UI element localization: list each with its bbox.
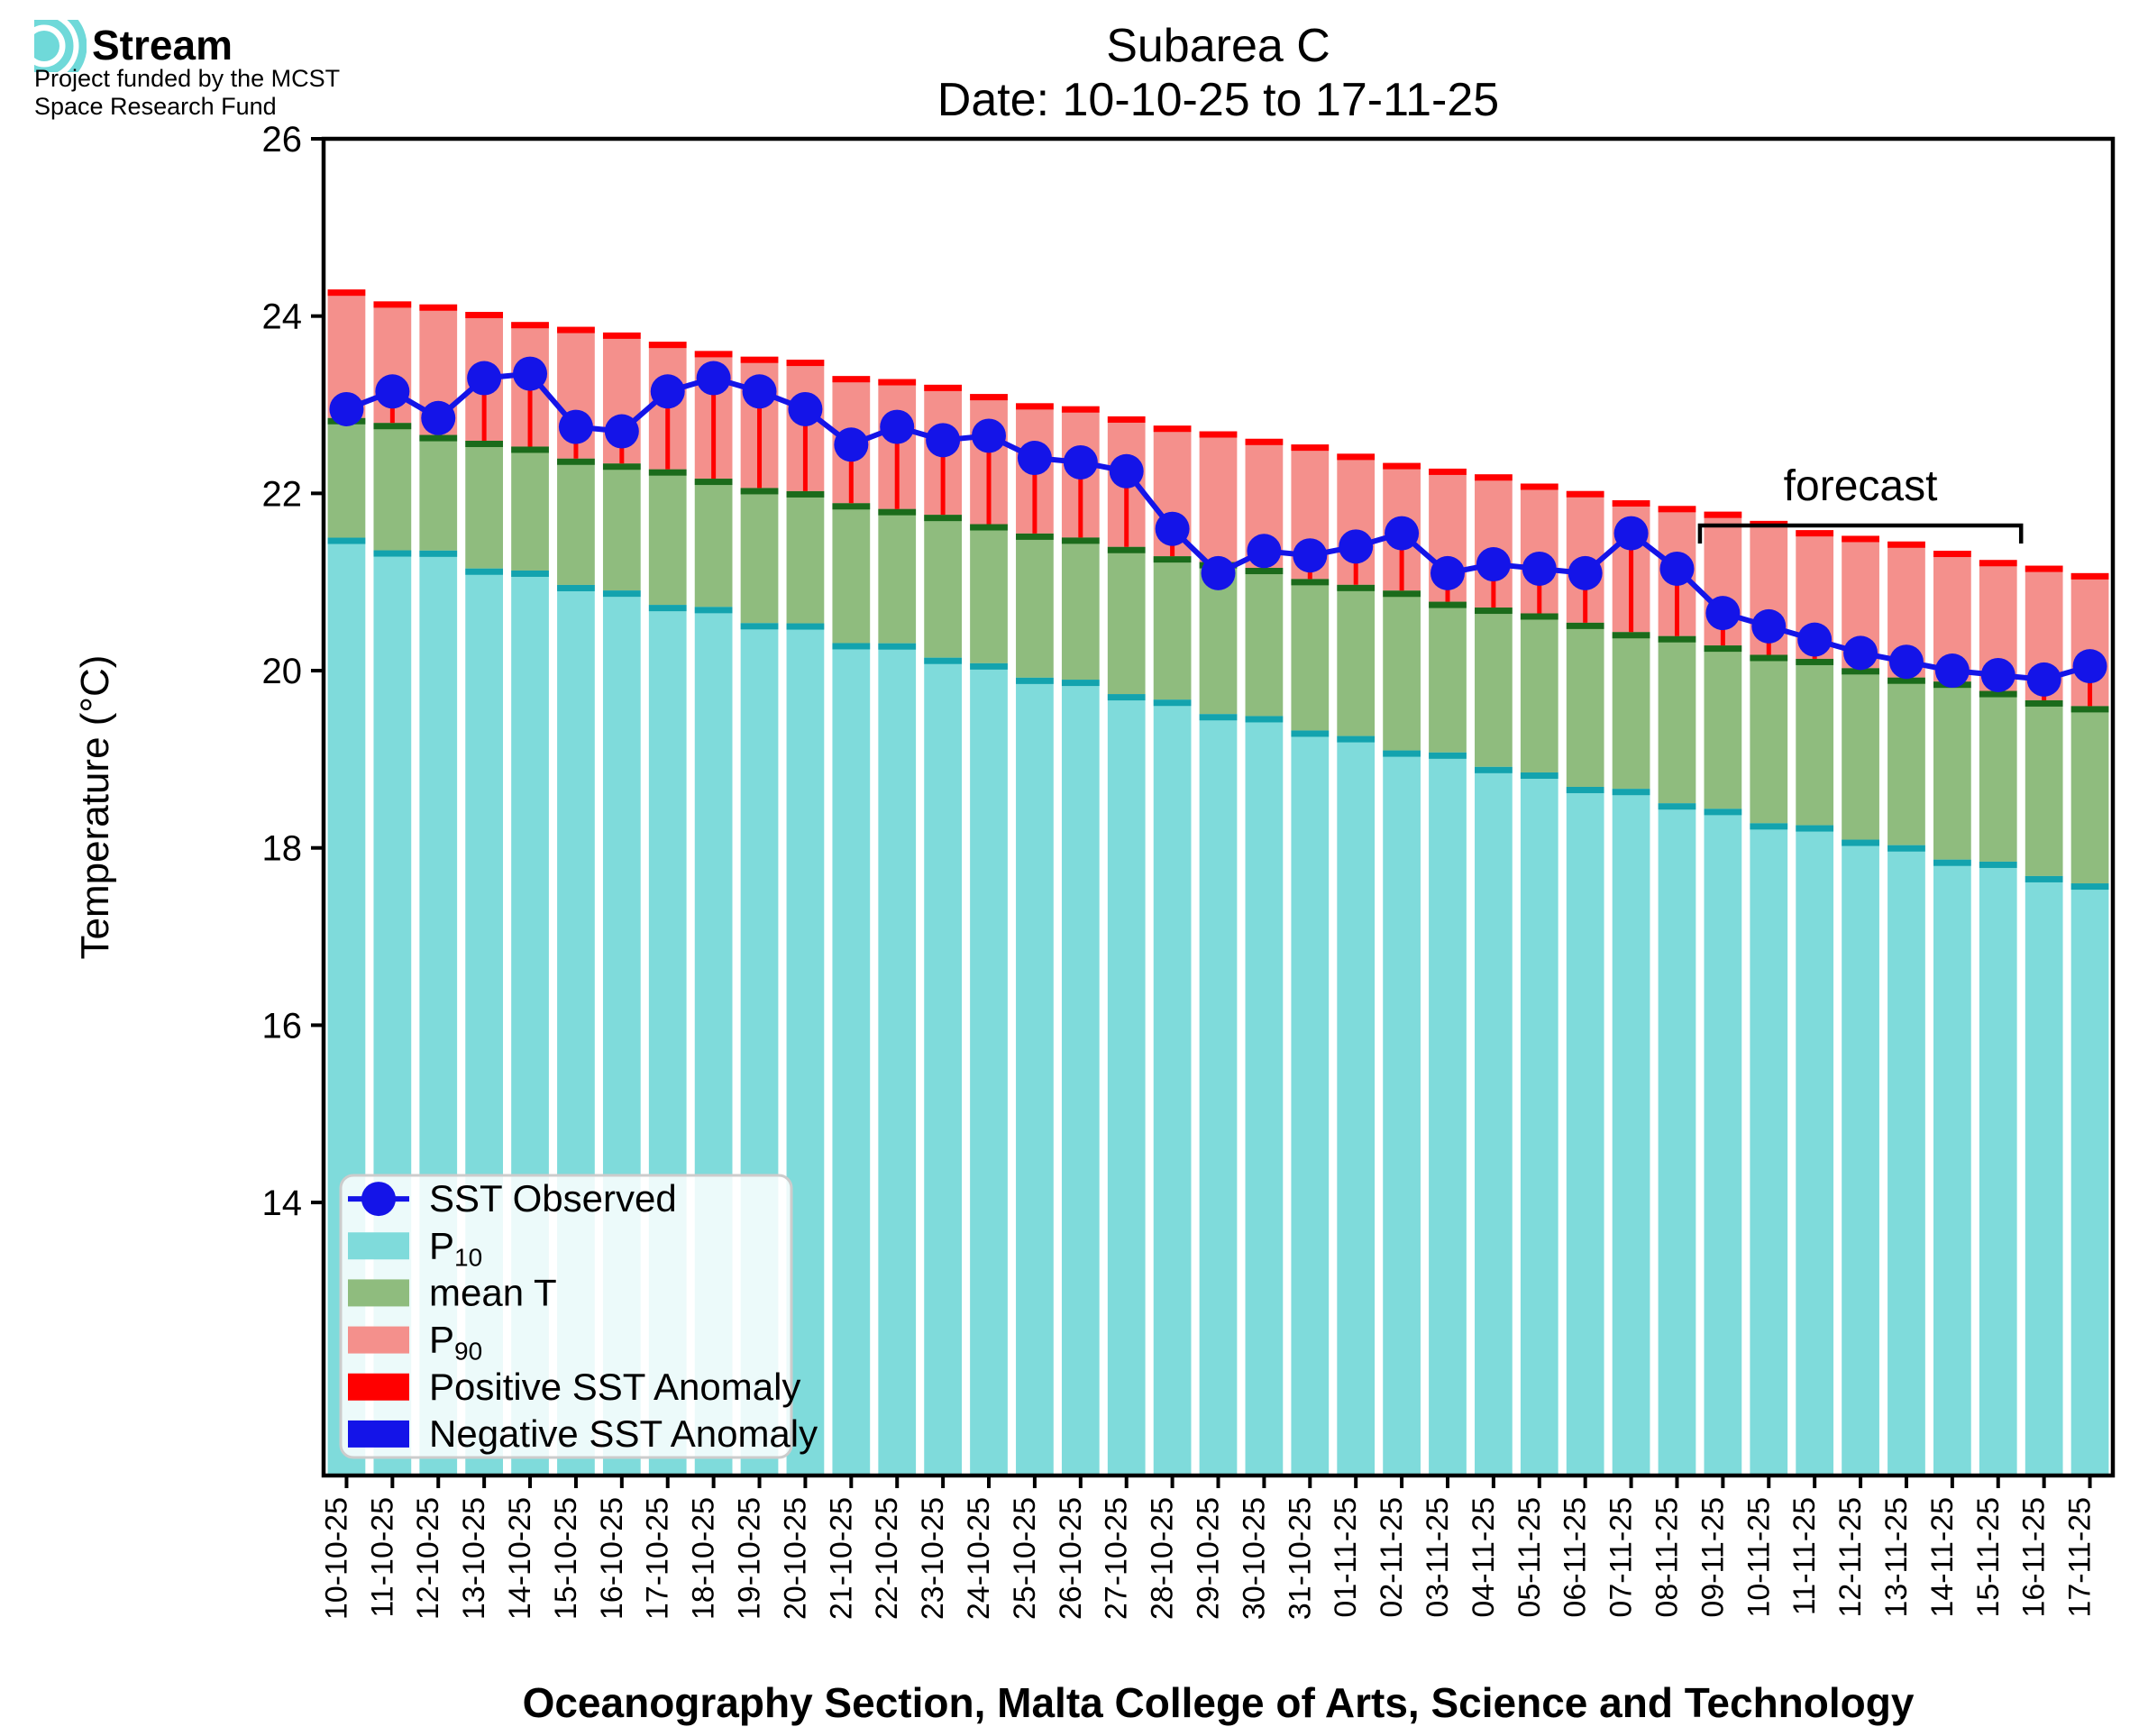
svg-text:12-11-25: 12-11-25 [1833,1497,1868,1618]
svg-text:SST Observed: SST Observed [429,1177,677,1220]
svg-text:Negative SST Anomaly: Negative SST Anomaly [429,1412,818,1455]
svg-text:16-11-25: 16-11-25 [2017,1497,2052,1618]
svg-text:23-10-25: 23-10-25 [916,1497,950,1620]
svg-text:15-11-25: 15-11-25 [1971,1497,2006,1618]
svg-text:Subarea C: Subarea C [1106,20,1330,72]
svg-text:Date: 10-10-25 to 17-11-25: Date: 10-10-25 to 17-11-25 [937,74,1499,126]
svg-text:30-10-25: 30-10-25 [1237,1497,1271,1620]
svg-text:02-11-25: 02-11-25 [1375,1497,1409,1618]
svg-text:10-11-25: 10-11-25 [1741,1497,1776,1618]
svg-text:24: 24 [262,297,303,337]
svg-text:28-10-25: 28-10-25 [1146,1497,1180,1620]
svg-text:16-10-25: 16-10-25 [595,1497,629,1620]
svg-text:04-11-25: 04-11-25 [1467,1497,1501,1618]
svg-text:forecast: forecast [1784,462,1938,510]
svg-text:24-10-25: 24-10-25 [962,1497,996,1620]
svg-text:17-11-25: 17-11-25 [2063,1497,2098,1618]
svg-text:18: 18 [262,829,303,869]
svg-text:31-10-25: 31-10-25 [1283,1497,1317,1620]
svg-text:29-10-25: 29-10-25 [1192,1497,1226,1620]
svg-text:06-11-25: 06-11-25 [1558,1497,1593,1618]
svg-text:14: 14 [262,1183,303,1223]
svg-text:Positive SST Anomaly: Positive SST Anomaly [429,1366,800,1408]
svg-text:11-11-25: 11-11-25 [1787,1497,1822,1615]
svg-text:21-10-25: 21-10-25 [824,1497,858,1620]
svg-text:14-10-25: 14-10-25 [503,1497,537,1620]
svg-text:13-11-25: 13-11-25 [1879,1497,1914,1618]
svg-text:Oceanography Section, Malta Co: Oceanography Section, Malta College of A… [523,1679,1915,1726]
svg-text:22: 22 [262,474,303,514]
svg-text:14-11-25: 14-11-25 [1925,1497,1960,1618]
svg-text:12-10-25: 12-10-25 [411,1497,445,1620]
svg-text:20: 20 [262,652,303,691]
svg-text:mean T: mean T [429,1271,557,1313]
svg-text:09-11-25: 09-11-25 [1696,1497,1730,1618]
svg-text:25-10-25: 25-10-25 [1008,1497,1042,1620]
svg-text:19-10-25: 19-10-25 [733,1497,767,1620]
svg-text:Stream: Stream [92,22,233,69]
svg-text:03-11-25: 03-11-25 [1421,1497,1455,1618]
svg-text:18-10-25: 18-10-25 [687,1497,721,1620]
svg-text:26: 26 [262,120,303,160]
svg-text:15-10-25: 15-10-25 [549,1497,583,1620]
svg-text:16: 16 [262,1006,303,1046]
svg-text:01-11-25: 01-11-25 [1329,1497,1363,1618]
svg-text:07-11-25: 07-11-25 [1604,1497,1639,1618]
svg-text:27-10-25: 27-10-25 [1100,1497,1134,1620]
svg-text:10-10-25: 10-10-25 [319,1497,353,1620]
svg-text:Space Research Fund: Space Research Fund [34,93,277,120]
svg-text:20-10-25: 20-10-25 [778,1497,812,1620]
svg-text:Temperature (°C): Temperature (°C) [73,655,117,960]
svg-text:08-11-25: 08-11-25 [1650,1497,1684,1618]
svg-text:13-10-25: 13-10-25 [457,1497,491,1620]
svg-text:11-10-25: 11-10-25 [365,1497,399,1618]
svg-text:22-10-25: 22-10-25 [870,1497,904,1620]
svg-text:26-10-25: 26-10-25 [1054,1497,1088,1620]
svg-text:17-10-25: 17-10-25 [641,1497,675,1620]
svg-text:Project funded by the MCST: Project funded by the MCST [34,65,340,92]
svg-text:05-11-25: 05-11-25 [1513,1497,1547,1618]
